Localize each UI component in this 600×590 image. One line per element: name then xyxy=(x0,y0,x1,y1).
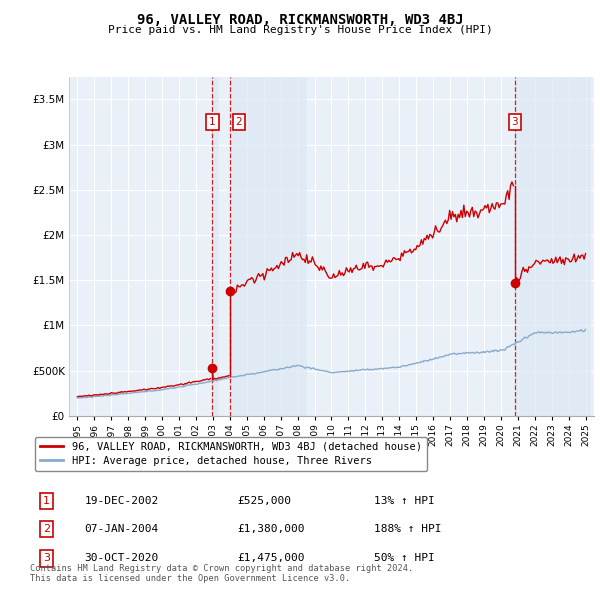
Text: 188% ↑ HPI: 188% ↑ HPI xyxy=(374,524,442,533)
Text: 1: 1 xyxy=(209,117,215,127)
Text: 3: 3 xyxy=(512,117,518,127)
Text: 19-DEC-2002: 19-DEC-2002 xyxy=(85,496,159,506)
Text: 50% ↑ HPI: 50% ↑ HPI xyxy=(374,553,435,563)
Text: 13% ↑ HPI: 13% ↑ HPI xyxy=(374,496,435,506)
Text: £1,475,000: £1,475,000 xyxy=(238,553,305,563)
Text: 30-OCT-2020: 30-OCT-2020 xyxy=(85,553,159,563)
Text: 2: 2 xyxy=(43,524,50,533)
Text: 2: 2 xyxy=(236,117,242,127)
Text: Contains HM Land Registry data © Crown copyright and database right 2024.
This d: Contains HM Land Registry data © Crown c… xyxy=(30,563,413,583)
Text: 1: 1 xyxy=(43,496,50,506)
Legend: 96, VALLEY ROAD, RICKMANSWORTH, WD3 4BJ (detached house), HPI: Average price, de: 96, VALLEY ROAD, RICKMANSWORTH, WD3 4BJ … xyxy=(35,437,427,471)
Bar xyxy=(515,77,591,416)
Text: £1,380,000: £1,380,000 xyxy=(238,524,305,533)
Text: £525,000: £525,000 xyxy=(238,496,292,506)
Text: 96, VALLEY ROAD, RICKMANSWORTH, WD3 4BJ: 96, VALLEY ROAD, RICKMANSWORTH, WD3 4BJ xyxy=(137,13,463,27)
Bar xyxy=(230,77,307,416)
Bar xyxy=(212,77,219,416)
Text: 07-JAN-2004: 07-JAN-2004 xyxy=(85,524,159,533)
Text: Price paid vs. HM Land Registry's House Price Index (HPI): Price paid vs. HM Land Registry's House … xyxy=(107,25,493,35)
Text: 3: 3 xyxy=(43,553,50,563)
